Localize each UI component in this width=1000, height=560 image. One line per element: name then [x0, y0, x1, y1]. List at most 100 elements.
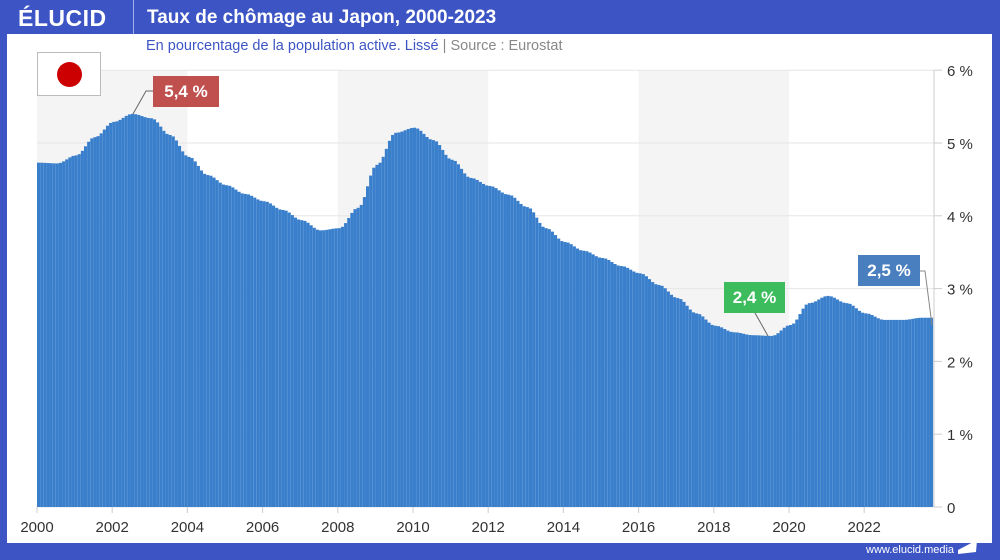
data-bar — [55, 163, 59, 507]
data-bar — [914, 318, 918, 507]
data-bar — [262, 201, 266, 508]
data-bar — [109, 122, 113, 507]
data-bar — [131, 113, 135, 507]
data-bar — [362, 197, 366, 507]
data-bar — [823, 296, 827, 507]
data-bar — [115, 121, 119, 507]
data-bar — [666, 291, 670, 507]
data-bar — [181, 151, 185, 507]
data-bar — [563, 242, 567, 507]
data-bar — [726, 330, 730, 507]
data-bar — [268, 203, 272, 507]
data-bar — [378, 162, 382, 507]
data-bar — [187, 156, 191, 507]
data-bar — [105, 125, 110, 508]
data-bar — [883, 319, 887, 507]
data-bar — [716, 326, 721, 507]
data-bar — [817, 299, 821, 507]
data-bar — [212, 177, 216, 507]
data-bar — [754, 335, 758, 507]
data-bar — [384, 148, 388, 507]
data-bar — [751, 335, 755, 507]
data-bar — [619, 266, 623, 507]
data-bar — [309, 225, 313, 507]
data-bar — [225, 185, 229, 507]
data-bar — [597, 257, 601, 507]
data-bar — [134, 114, 138, 507]
data-bar — [416, 128, 420, 508]
data-bar — [287, 212, 291, 508]
data-bar — [532, 212, 536, 508]
last-leader-line — [920, 270, 933, 326]
data-bar — [74, 155, 78, 507]
data-bar — [353, 209, 357, 507]
data-bar — [297, 219, 301, 507]
data-bar — [917, 317, 921, 507]
data-bar — [873, 316, 877, 507]
data-bar — [334, 228, 338, 507]
data-bar — [272, 205, 276, 507]
data-bar — [149, 118, 153, 508]
data-bar — [789, 325, 793, 507]
data-bar — [757, 335, 761, 507]
data-bar — [673, 297, 677, 507]
data-bar — [199, 170, 204, 507]
data-bar — [748, 334, 752, 507]
x-tick-label: 2010 — [396, 519, 429, 536]
data-bar — [422, 133, 426, 507]
data-bar — [256, 199, 260, 508]
data-bar — [49, 163, 53, 507]
data-bar — [742, 333, 746, 507]
data-bar — [250, 195, 254, 507]
data-bar — [112, 121, 116, 507]
data-bar — [585, 251, 589, 507]
data-bar — [140, 116, 144, 508]
data-bar — [513, 197, 517, 508]
website-url: www.elucid.media — [866, 544, 955, 556]
data-bar — [500, 192, 504, 507]
x-tick-label: 2022 — [848, 519, 881, 536]
data-bar — [701, 316, 705, 507]
data-bar — [842, 302, 846, 507]
data-bar — [839, 301, 843, 507]
data-bar — [547, 229, 551, 507]
data-bar — [413, 127, 417, 507]
data-bar — [632, 271, 636, 507]
data-bar — [810, 302, 815, 507]
data-bar — [290, 215, 294, 507]
data-bar — [265, 201, 269, 507]
data-bar — [920, 317, 924, 507]
data-bar — [695, 313, 699, 507]
data-bar — [381, 156, 385, 507]
data-bar — [58, 162, 63, 507]
data-bar — [99, 133, 103, 507]
data-bar — [550, 231, 554, 507]
data-bar — [579, 250, 583, 507]
data-bar — [228, 185, 232, 507]
data-bar — [428, 139, 432, 507]
data-bar — [124, 115, 128, 507]
data-bar — [456, 164, 460, 507]
data-bar — [679, 299, 683, 507]
last-value-label: 2,5 % — [858, 255, 920, 286]
peak-leader-line — [132, 90, 153, 115]
data-bar — [510, 195, 514, 507]
data-bar — [315, 229, 319, 508]
data-bar — [375, 164, 379, 507]
data-bar — [460, 168, 464, 507]
data-bar — [243, 193, 247, 507]
data-bar — [763, 335, 768, 507]
data-bar — [162, 130, 166, 507]
data-bar — [651, 282, 655, 507]
data-bar — [879, 319, 883, 507]
y-tick-label: 1 % — [947, 427, 973, 444]
data-bar — [46, 163, 50, 507]
data-bar — [641, 274, 645, 507]
data-bar — [494, 188, 498, 508]
data-bar — [337, 228, 341, 507]
data-bar — [801, 308, 805, 507]
data-bar — [729, 331, 733, 507]
data-bar — [303, 220, 307, 507]
data-bar — [845, 303, 849, 507]
data-bar — [876, 318, 880, 507]
